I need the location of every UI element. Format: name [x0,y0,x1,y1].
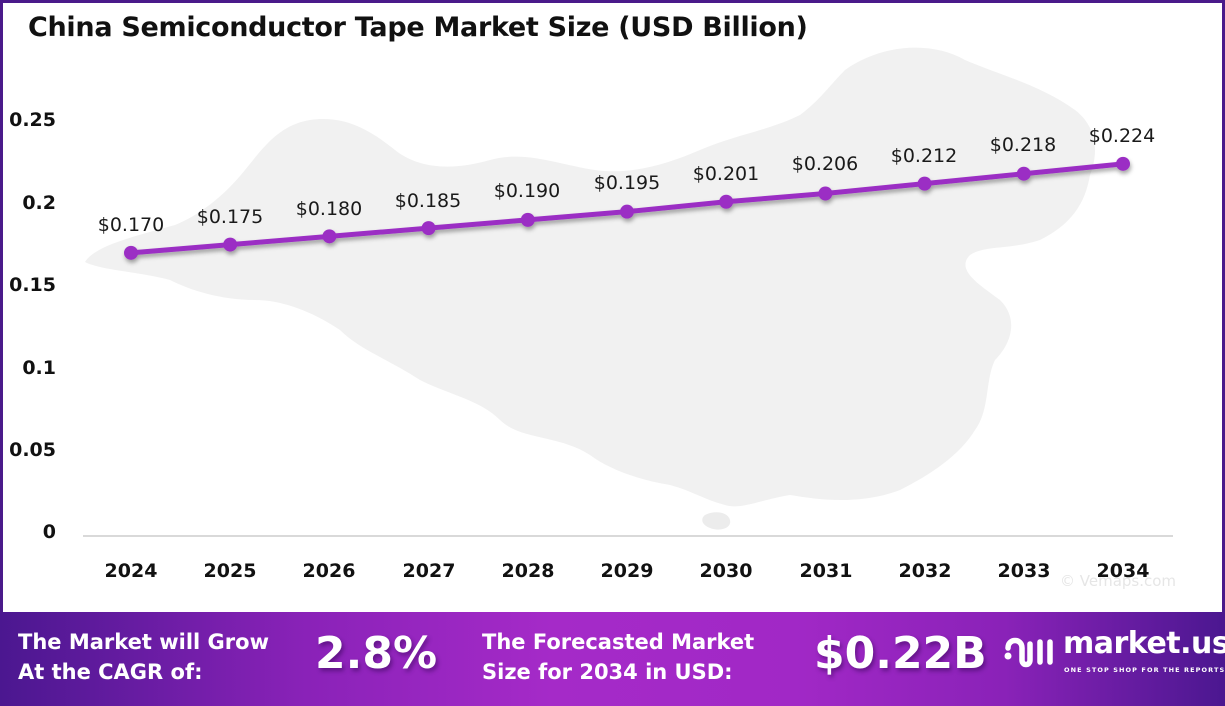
y-tick-label: 0.05 [9,439,56,461]
y-tick-label: 0.1 [22,357,56,379]
data-point-marker [520,212,535,227]
x-tick-label: 2027 [402,560,456,582]
map-watermark: © Vemaps.com [1060,572,1177,590]
data-point-marker [322,229,337,244]
data-point-marker [917,176,932,191]
data-point-marker [818,186,833,201]
cagr-text-line1: The Market will Grow [18,630,269,654]
x-tick-label: 2024 [104,560,158,582]
data-point-marker [124,245,138,260]
y-tick-label: 0.15 [9,274,56,296]
data-label: $0.195 [593,172,661,194]
data-label: $0.206 [791,153,859,175]
data-point-marker [620,204,634,219]
data-label: $0.185 [394,190,462,212]
data-point-marker [1116,156,1130,171]
data-point-marker [1016,166,1031,181]
data-label: $0.170 [97,214,165,236]
data-label: $0.201 [692,163,760,185]
data-label: $0.218 [989,134,1057,156]
cagr-text-line2: At the CAGR of: [18,660,203,684]
x-tick-label: 2028 [501,560,555,582]
data-label: $0.224 [1088,125,1156,147]
cagr-value: 2.8% [315,628,438,679]
data-label: $0.212 [890,145,958,167]
forecast-value: $0.22B [814,628,987,679]
data-point-marker [223,237,238,252]
x-tick-label: 2033 [997,560,1051,582]
x-tick-label: 2025 [203,560,257,582]
data-label: $0.175 [196,206,264,228]
brand-name: market.us [1063,626,1225,661]
chart-title: China Semiconductor Tape Market Size (US… [28,12,808,43]
y-tick-label: 0.2 [22,192,56,214]
x-tick-label: 2026 [302,560,356,582]
data-point-marker [719,194,734,209]
brand-tagline: ONE STOP SHOP FOR THE REPORTS [1064,666,1225,674]
forecast-text-line1: The Forecasted Market [482,630,755,654]
china-map-background [83,47,1173,537]
data-point-marker [421,221,436,236]
x-tick-label: 2029 [600,560,654,582]
data-label: $0.190 [493,180,561,202]
x-tick-label: 2031 [799,560,853,582]
x-tick-label: 2034 [1096,560,1150,582]
forecast-text-line2: Size for 2034 in USD: [482,660,733,684]
x-tick-label: 2032 [898,560,952,582]
line-series [124,156,1130,260]
data-label: $0.180 [295,198,363,220]
y-tick-label: 0.25 [9,109,56,131]
y-tick-label: 0 [42,521,56,543]
x-tick-label: 2030 [699,560,753,582]
market-us-logo-icon [1004,637,1053,668]
